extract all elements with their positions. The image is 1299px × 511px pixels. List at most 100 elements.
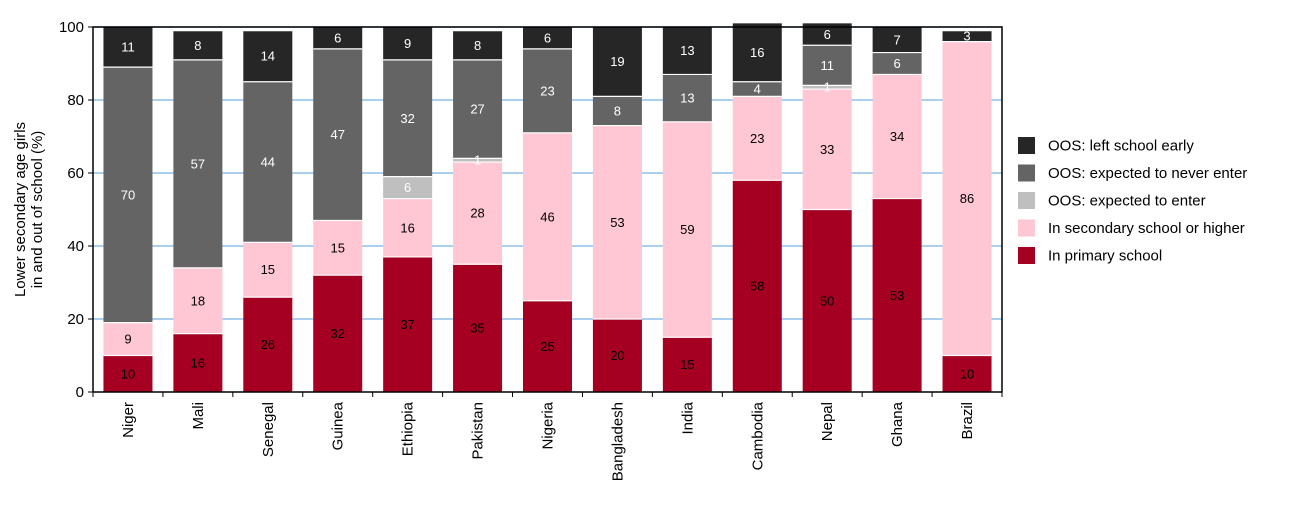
bar-segment: [453, 264, 503, 392]
bar-segment: [453, 162, 503, 265]
data-label: 44: [261, 155, 275, 170]
bar-segment: [872, 198, 922, 392]
bar-segment: [383, 176, 433, 199]
bar-segment: [383, 256, 433, 392]
data-label: 57: [191, 156, 205, 171]
bar-segment: [313, 275, 363, 392]
bar-segment: [802, 23, 852, 46]
data-label: 1: [474, 153, 481, 168]
data-label: 13: [680, 91, 694, 106]
y-tick-label: 0: [76, 384, 84, 401]
x-tick-label: Guinea: [330, 401, 347, 450]
x-tick-label: Ethiopia: [400, 401, 417, 456]
data-label: 58: [750, 279, 764, 294]
bar-segment: [453, 158, 503, 163]
legend-item: In primary school: [1018, 247, 1162, 265]
bar-segment: [523, 27, 572, 49]
x-tick-label: Mali: [190, 402, 207, 430]
data-label: 20: [610, 348, 624, 363]
y-tick-label: 100: [59, 19, 84, 36]
legend-item: OOS: expected to never enter: [1018, 164, 1247, 182]
data-label: 35: [470, 321, 484, 336]
x-tick-label: Bangladesh: [609, 402, 626, 481]
bar-segment: [103, 27, 153, 68]
data-label: 23: [750, 131, 764, 146]
data-label: 6: [544, 30, 551, 45]
axes: Niger Mali Senegal Guinea Ethiopia Pakistan Ni…: [12, 19, 1003, 481]
data-label: 15: [261, 262, 275, 277]
data-label: 15: [680, 357, 694, 372]
x-tick-label: Senegal: [260, 402, 277, 457]
bar-segment: [802, 85, 852, 90]
data-label: 15: [330, 240, 344, 255]
bar-segment: [802, 89, 852, 210]
data-label: 4: [754, 82, 761, 97]
data-label: 6: [824, 27, 831, 42]
bars: 1097011161857826154414321547637166329352…: [103, 23, 992, 392]
x-tick-label: Nigeria: [540, 401, 557, 449]
bar-segment: [243, 81, 293, 243]
data-label: 32: [400, 111, 414, 126]
data-label: 10: [960, 366, 974, 381]
bar-segment: [592, 319, 642, 392]
bar-segment: [872, 27, 922, 53]
bar-segment: [942, 41, 992, 356]
data-label: 27: [470, 102, 484, 117]
data-label: 3: [963, 29, 970, 44]
data-label: 16: [400, 220, 414, 235]
x-tick-label: Niger: [120, 402, 137, 438]
data-label: 34: [890, 129, 904, 144]
bar-segment: [383, 59, 433, 177]
data-label: 9: [404, 36, 411, 51]
data-label: 46: [540, 209, 554, 224]
bar-segment: [173, 30, 223, 60]
x-tick-label: Nepal: [819, 402, 836, 441]
data-label: 16: [191, 355, 205, 370]
data-label: 19: [610, 54, 624, 69]
x-tick-label: Cambodia: [749, 401, 766, 470]
data-label: 16: [750, 45, 764, 60]
y-axis-title: Lower secondary age girlsin and out of s…: [12, 122, 46, 297]
y-tick-label: 60: [67, 165, 84, 182]
bar-segment: [802, 45, 852, 86]
bar-segment: [453, 59, 503, 159]
legend-item: OOS: left school early: [1018, 137, 1194, 155]
bar-segment: [173, 59, 223, 268]
bar-segment: [313, 48, 363, 221]
data-label: 53: [610, 215, 624, 230]
bar-segment: [103, 355, 153, 392]
bar-segment: [103, 322, 153, 356]
data-label: 8: [474, 38, 481, 53]
data-label: 53: [890, 288, 904, 303]
bar-segment: [732, 23, 782, 82]
data-label: 25: [540, 339, 554, 354]
data-label: 33: [820, 142, 834, 157]
bar-segment: [662, 27, 712, 75]
data-label: 26: [261, 337, 275, 352]
bar-segment: [592, 27, 642, 97]
bar-segment: [872, 52, 922, 75]
bar-segment: [662, 74, 712, 122]
bar-segment: [942, 355, 992, 392]
data-label: 37: [400, 317, 414, 332]
legend-swatch: [1018, 137, 1035, 154]
bar-segment: [173, 333, 223, 392]
data-label: 28: [470, 206, 484, 221]
x-tick-label: Pakistan: [470, 402, 487, 460]
data-label: 70: [121, 187, 135, 202]
legend-swatch: [1018, 164, 1035, 182]
bar-segment: [243, 242, 293, 298]
bar-segment: [942, 30, 992, 42]
data-label: 59: [680, 222, 694, 237]
plot-frame: [92, 26, 1003, 393]
legend-label: OOS: expected to never enter: [1048, 165, 1247, 182]
legend-swatch: [1018, 247, 1035, 264]
legend-item: OOS: expected to enter: [1018, 192, 1206, 210]
bar-segment: [732, 81, 782, 97]
y-tick-label: 40: [67, 238, 84, 255]
data-label: 11: [820, 58, 834, 73]
x-tick-label: Brazil: [959, 402, 976, 440]
data-label: 11: [121, 40, 135, 55]
